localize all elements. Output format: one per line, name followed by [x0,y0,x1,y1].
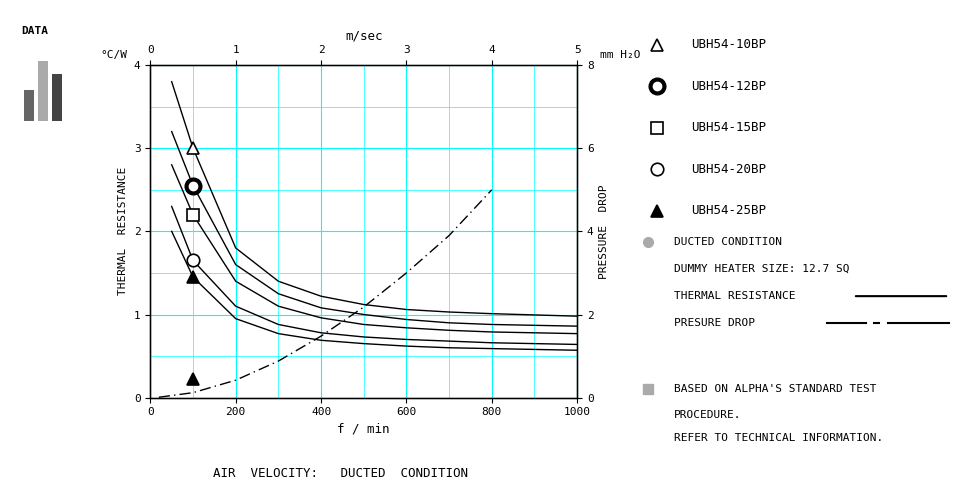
Text: mm H₂O: mm H₂O [599,50,640,60]
Text: UBH54-15BP: UBH54-15BP [691,121,766,134]
Bar [38,61,47,120]
Text: UBH54-12BP: UBH54-12BP [691,80,766,93]
Text: PRESURE DROP: PRESURE DROP [673,318,754,328]
Text: °C/W: °C/W [101,50,128,60]
Text: DATA: DATA [21,26,48,36]
Text: UBH54-10BP: UBH54-10BP [691,39,766,51]
Text: PROCEDURE.: PROCEDURE. [673,410,740,420]
Text: UBH54-25BP: UBH54-25BP [691,204,766,217]
Bar [23,90,34,120]
FancyBboxPatch shape [16,41,76,122]
Text: DUMMY HEATER SIZE: 12.7 SQ: DUMMY HEATER SIZE: 12.7 SQ [673,264,849,274]
X-axis label: f / min: f / min [337,423,390,436]
Text: THERMAL RESISTANCE: THERMAL RESISTANCE [673,291,795,301]
Bar [51,74,62,120]
Y-axis label: THERMAL  RESISTANCE: THERMAL RESISTANCE [118,167,128,295]
Y-axis label: PRESSURE  DROP: PRESSURE DROP [599,184,609,279]
Text: DUCTED CONDITION: DUCTED CONDITION [673,237,781,247]
Text: UBH54-20BP: UBH54-20BP [691,163,766,175]
Text: BASED ON ALPHA'S STANDARD TEST: BASED ON ALPHA'S STANDARD TEST [673,384,875,394]
Text: AIR  VELOCITY:   DUCTED  CONDITION: AIR VELOCITY: DUCTED CONDITION [213,467,468,480]
Text: REFER TO TECHNICAL INFORMATION.: REFER TO TECHNICAL INFORMATION. [673,433,882,443]
X-axis label: m/sec: m/sec [345,30,382,43]
